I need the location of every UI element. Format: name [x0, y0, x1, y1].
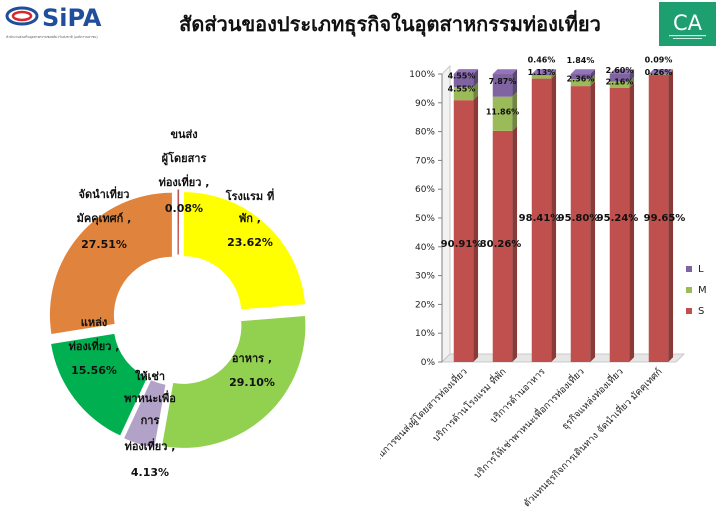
bar-value-label-l: 0.46%: [528, 55, 556, 64]
floor: [441, 353, 685, 363]
y-tick-label: 60%: [415, 185, 435, 195]
bar-segment-l: [453, 69, 479, 88]
side-wall: [441, 65, 451, 363]
bar-value-label-l: 0.09%: [645, 55, 673, 64]
bar-value-label-s: 95.80%: [558, 213, 600, 224]
y-tick-label: 80%: [415, 128, 435, 138]
y-tick-label: 90%: [415, 99, 435, 109]
donut-slice-value: 27.51%: [81, 238, 127, 251]
donut-slice: [124, 380, 166, 448]
sipa-swirl-icon: [5, 6, 39, 26]
y-tick-label: 70%: [415, 156, 435, 166]
legend-swatch: [686, 287, 692, 293]
bar-segment-m: [648, 69, 674, 76]
business-size-stacked-bar-chart: 0% 10% 20% 30% 40% 50% 60% 70% 80% 90% 100% 90.91%…: [380, 55, 707, 510]
bar-segment-m: [531, 70, 557, 79]
bar-segment-l: [492, 69, 518, 97]
bar-value-label-s: 99.65%: [644, 213, 686, 224]
donut-slice-label: โรงแรม ที่พัก ,: [225, 188, 275, 225]
donut-slice-label: ขนส่งผู้โดยสารท่องเที่ยว ,: [159, 128, 210, 189]
donut-data-label: 27.51% จัดนำเที่ยวมัคคุเทศก์ ,: [77, 186, 132, 251]
donut-data-label: 29.10% อาหาร ,: [229, 352, 275, 389]
bar-value-label-l: 1.84%: [567, 56, 595, 65]
legend-label: L: [698, 264, 704, 275]
bar-value-label-m: 2.16%: [606, 77, 634, 86]
bar-segment-s: [453, 95, 479, 362]
y-tick-label: 10%: [415, 329, 435, 339]
sipa-logo-text: SiPA: [42, 4, 102, 32]
donut-slice-value: 29.10%: [229, 376, 275, 389]
y-tick-label: 40%: [415, 243, 435, 253]
donut-slice-label: แหล่งท่องเที่ยว ,: [69, 316, 120, 353]
bar-segment-s: [492, 126, 518, 362]
donut-slice-value: 4.13%: [131, 466, 169, 479]
bar-segment-m: [492, 91, 518, 131]
donut-slice-label: อาหาร ,: [232, 352, 272, 365]
donut-slice-label: ให้เช่าพาหนะเพื่อการท่องเที่ยว ,: [124, 369, 176, 453]
business-type-donut-chart: 23.62% โรงแรม ที่พัก , 29.10% อาหาร , 4.13% ใ…: [49, 128, 306, 479]
donut-data-label: 4.13% ให้เช่าพาหนะเพื่อการท่องเที่ยว ,: [124, 369, 176, 479]
x-category-label: บริการด้านโรงแรม ที่พัก: [429, 365, 508, 444]
bar-value-label-m: 11.86%: [486, 107, 519, 116]
donut-slice-value: 23.62%: [227, 236, 273, 249]
bar-value-label-m: 0.26%: [645, 68, 673, 77]
donut-slice: [51, 333, 148, 436]
page-title: สัดส่วนของประเภทธุรกิจในอุตสาหกรรมท่องเท…: [179, 12, 601, 36]
legend-item-l: L: [686, 264, 704, 275]
donut-data-label: 15.56% แหล่งท่องเที่ยว ,: [69, 316, 120, 377]
bar-value-label-s: 95.24%: [597, 213, 639, 224]
bar-segment-s: [609, 82, 635, 362]
bar-value-label-l: 4.55%: [448, 71, 476, 80]
bar-value-label-l: 7.87%: [489, 77, 517, 86]
bar-segment-l: [570, 69, 596, 80]
bar-segment-l: [609, 69, 635, 82]
sipa-logo: SiPA สำนักงานส่งเสริมอุตสาหกรรมซอฟต์แวร์…: [5, 4, 102, 40]
bar-value-label-s: 90.91%: [441, 239, 483, 250]
donut-slice-value: 15.56%: [71, 364, 117, 377]
donut-data-label: 0.08% ขนส่งผู้โดยสารท่องเที่ยว ,: [159, 128, 210, 215]
ca-logo: CA: [659, 2, 716, 46]
bar-value-label-m: 1.13%: [528, 68, 556, 77]
y-tick-label: 50%: [415, 214, 435, 224]
donut-slice: [177, 189, 180, 255]
bar-value-label-l: 2.60%: [606, 66, 634, 75]
y-tick-label: 100%: [409, 70, 435, 80]
donut-slice-label: จัดนำเที่ยวมัคคุเทศก์ ,: [77, 186, 132, 226]
bar-value-label-s: 98.41%: [519, 213, 561, 224]
bar-segment-m: [453, 82, 479, 101]
legend-swatch: [686, 308, 692, 314]
bar-segment-s: [570, 81, 596, 363]
x-category-label: ตัวแทนธุรกิจการเดินทาง จัดนำเที่ยว มัคคุ…: [520, 365, 665, 510]
y-tick-label: 30%: [415, 272, 435, 282]
legend-item-s: S: [686, 306, 704, 317]
legend-label: M: [698, 285, 707, 296]
legend-swatch: [686, 266, 692, 272]
legend-label: S: [698, 306, 704, 317]
bar-segment-l: [531, 69, 557, 76]
bar-segment-s: [531, 73, 557, 363]
ca-logo-text: CA: [673, 11, 703, 35]
bar-value-label-s: 80.26%: [480, 239, 522, 250]
donut-slice: [183, 192, 306, 310]
bar-segment-s: [648, 70, 674, 362]
donut-slice: [162, 315, 306, 448]
y-tick-label: 20%: [415, 300, 435, 310]
y-tick-label: 0%: [421, 358, 436, 368]
bar-segment-m: [570, 74, 596, 87]
bar-segment-m: [609, 76, 635, 88]
bar-value-label-m: 4.55%: [448, 84, 476, 93]
sipa-logo-subtext: สำนักงานส่งเสริมอุตสาหกรรมซอฟต์แวร์แห่งช…: [6, 35, 98, 40]
legend-item-m: M: [686, 285, 707, 296]
donut-data-label: 23.62% โรงแรม ที่พัก ,: [225, 188, 275, 249]
bar-segment-l: [648, 69, 674, 75]
bar-value-label-m: 2.36%: [567, 74, 595, 83]
donut-slice: [49, 192, 172, 334]
donut-slice-value: 0.08%: [165, 202, 203, 215]
